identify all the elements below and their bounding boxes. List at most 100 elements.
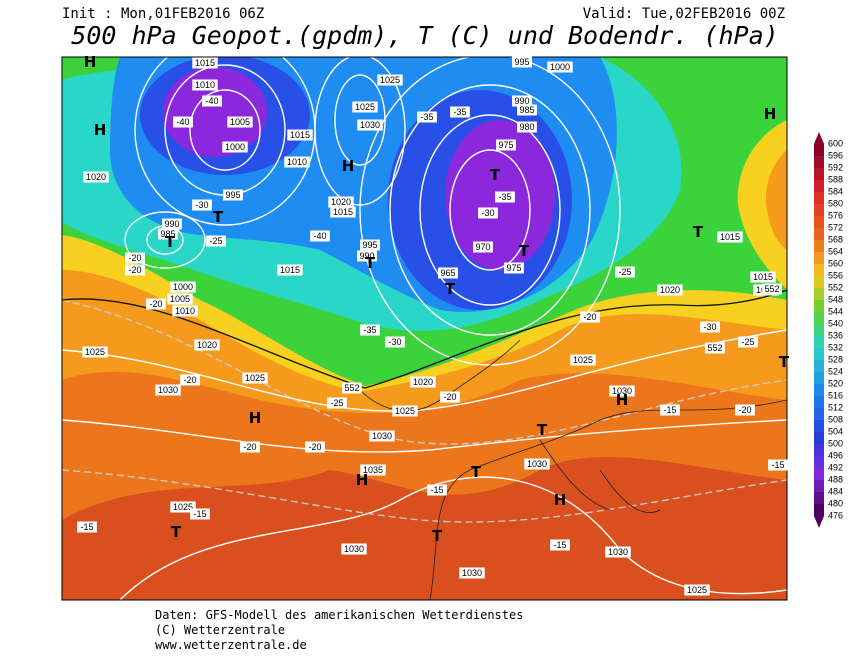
contour-label: -35 [453,107,466,117]
label-box [167,293,193,305]
contour-label: 1005 [170,294,190,304]
label-box [605,546,631,558]
pressure-center: T [432,527,443,545]
colorbar-label: 500 [828,438,843,448]
label-box [172,305,198,317]
colorbar-segment [814,384,824,397]
label-box [82,346,108,358]
contour-label: 1025 [573,355,593,365]
contour-label: 1025 [173,502,193,512]
contour-label: -35 [420,112,433,122]
colorbar-label: 556 [828,270,843,280]
colorbar-segment [814,504,824,517]
label-box [684,584,710,596]
map-title: 500 hPa Geopot.(gpdm), T (C) und Bodendr… [71,21,778,50]
colorbar-segment [814,324,824,337]
label-box [504,262,524,274]
contour-label: 1020 [331,197,351,207]
pressure-center: T [165,233,176,251]
colorbar-segment [814,480,824,493]
contour-label: 1030 [344,544,364,554]
label-box [512,95,532,107]
label-box [377,74,403,86]
contour-label: 1010 [287,157,307,167]
colorbar-segment [814,348,824,361]
label-box [738,336,758,348]
label-box [360,239,380,251]
contour-label: 995 [362,240,377,250]
colorbar-label: 600 [828,138,843,148]
colorbar-label: 528 [828,354,843,364]
contour-label: 1025 [85,347,105,357]
colorbar-segment [814,276,824,289]
label-box [438,267,458,279]
contour-label: 1025 [687,585,707,595]
colorbar-segment [814,372,824,385]
label-box [517,121,537,133]
label-box [158,228,178,240]
contour-label: -20 [183,375,196,385]
valid-text: Valid: Tue,02FEB2016 00Z [583,6,785,22]
colorbar-segment [814,300,824,313]
contour-label: -20 [738,405,751,415]
contour-label: 990 [514,96,529,106]
colorbar-label: 544 [828,306,843,316]
label-box [342,382,362,394]
contour-label: -20 [308,442,321,452]
colorbar-segment [814,492,824,505]
label-box [547,61,573,73]
pressure-center: T [519,242,530,260]
contour-label: -30 [703,322,716,332]
contour-label: 990 [164,219,179,229]
label-box [517,104,537,116]
map-labels: 1015101010051000995990985100010051010102… [77,53,790,596]
label-box [357,250,377,262]
colorbar-label: 476 [828,510,843,520]
contour-label: 975 [506,263,521,273]
pressure-center: H [764,105,777,123]
contour-label: 965 [440,268,455,278]
colorbar-label: 592 [828,162,843,172]
contour-label: 995 [225,190,240,200]
label-box [194,339,220,351]
label-box [180,374,200,386]
colorbar-segment [814,192,824,205]
colorbar-segment [814,456,824,469]
contour-label: 970 [475,242,490,252]
contour-label: 1020 [660,285,680,295]
colorbar-segment [814,180,824,193]
contour-label: -20 [149,299,162,309]
label-box [392,405,418,417]
contour-label: -35 [498,192,511,202]
contour-label: 990 [359,251,374,261]
contour-label: 552 [764,284,779,294]
label-box [660,404,680,416]
label-box [427,484,447,496]
colorbar-label: 576 [828,210,843,220]
contour-label: 1015 [720,232,740,242]
label-box [170,281,196,293]
contour-label: 1000 [550,62,570,72]
colorbar-label: 512 [828,402,843,412]
label-box [410,376,436,388]
pressure-center: T [171,523,182,541]
contour-label: -15 [663,405,676,415]
label-box [495,191,515,203]
colorbar-segment [814,156,824,169]
colorbar-segment [814,468,824,481]
label-box [615,266,635,278]
colorbar-segment [814,444,824,457]
contour-label: -30 [195,200,208,210]
contour-label: 1030 [372,431,392,441]
label-box [352,101,378,113]
contour-label: -20 [128,265,141,275]
footer-line: Daten: GFS-Modell des amerikanischen Wet… [155,608,523,622]
label-box [192,79,218,91]
contour-label: 1005 [230,117,250,127]
colorbar-arrow [814,132,824,144]
colorbar-label: 564 [828,246,843,256]
colorbar-label: 488 [828,474,843,484]
pressure-center: H [356,471,369,489]
contour-label: 985 [519,105,534,115]
pressure-center: T [213,208,224,226]
